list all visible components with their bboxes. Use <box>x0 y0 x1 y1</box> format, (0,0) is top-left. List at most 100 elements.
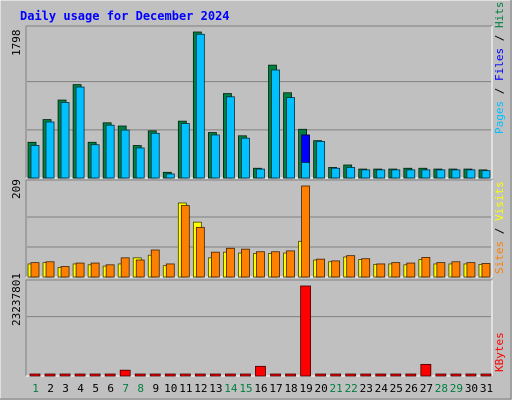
bar-sites-day-10 <box>165 263 175 278</box>
bar-sites-day-29 <box>451 261 461 278</box>
bar-sites-day-7 <box>120 257 130 278</box>
bar-pages-day-23 <box>361 169 371 179</box>
legend-files: Files <box>493 48 506 81</box>
bar-kbytes-day-11 <box>179 373 191 377</box>
bar-kbytes-day-22 <box>345 373 357 377</box>
x-tick-label-day-1: 1 <box>32 382 39 395</box>
x-tick-label-day-8: 8 <box>137 382 144 395</box>
bar-sites-day-18 <box>286 250 295 278</box>
x-tick-label-day-24: 24 <box>375 382 389 395</box>
x-tick-label-day-22: 22 <box>345 382 358 395</box>
x-tick-label-day-21: 21 <box>330 382 343 395</box>
bar-sites-day-3 <box>60 266 70 278</box>
middle-panel-legend: Sites / Visits <box>493 181 506 274</box>
x-tick-label-day-13: 13 <box>209 382 222 395</box>
bar-kbytes-day-26 <box>405 373 417 377</box>
bar-sites-day-8 <box>135 259 145 278</box>
bar-pages-day-24 <box>376 169 386 179</box>
bar-kbytes-day-23 <box>360 373 372 377</box>
bar-kbytes-day-21 <box>330 373 342 377</box>
bar-pages-day-4 <box>75 86 85 179</box>
bar-kbytes-day-14 <box>225 373 236 377</box>
legend-sites: Sites <box>493 241 506 274</box>
bar-pages-day-9 <box>150 132 160 179</box>
bar-sites-day-2 <box>45 261 55 278</box>
x-tick-label-day-25: 25 <box>390 382 403 395</box>
bar-kbytes-day-9 <box>149 373 161 377</box>
bar-sites-day-13 <box>210 251 220 278</box>
bar-sites-day-9 <box>150 249 160 278</box>
bar-pages-day-10 <box>165 173 175 179</box>
middle-panel-ymax-label: 209 <box>10 179 23 199</box>
bar-kbytes-day-25 <box>390 373 402 377</box>
bar-sites-day-1 <box>30 262 40 278</box>
x-tick-label-day-7: 7 <box>122 382 129 395</box>
bar-pages-day-14 <box>226 96 235 179</box>
bar-pages-day-20 <box>316 141 326 179</box>
legend-pages: Pages <box>493 101 506 134</box>
bottom-panel-legend: KBytes <box>493 332 506 372</box>
x-tick-label-day-15: 15 <box>239 382 252 395</box>
top-panel-legend: Pages / Files / Hits <box>493 2 506 135</box>
bar-kbytes-day-15 <box>240 373 251 377</box>
bar-kbytes-day-7 <box>119 369 131 377</box>
chart-title: Daily usage for December 2024 <box>20 9 230 23</box>
x-tick-label-day-28: 28 <box>435 382 448 395</box>
bar-sites-day-14 <box>226 247 235 278</box>
bar-kbytes-day-31 <box>480 373 492 377</box>
bar-pages-day-19 <box>301 162 310 179</box>
bar-pages-day-6 <box>105 124 115 179</box>
x-tick-label-day-2: 2 <box>47 382 54 395</box>
bar-sites-day-5 <box>90 262 100 278</box>
legend-separator: / <box>493 81 506 101</box>
hits-files-pages-panel <box>25 25 493 179</box>
legend-visits: Visits <box>493 181 506 221</box>
x-tick-label-day-19: 19 <box>299 382 312 395</box>
x-tick-label-day-31: 31 <box>480 382 493 395</box>
x-tick-label-day-27: 27 <box>420 382 433 395</box>
bar-pages-day-1 <box>30 145 40 179</box>
bar-sites-day-17 <box>271 251 280 278</box>
bar-pages-day-26 <box>406 169 416 179</box>
x-tick-label-day-10: 10 <box>164 382 177 395</box>
bar-kbytes-day-5 <box>89 373 101 377</box>
visits-sites-panel <box>25 179 493 278</box>
x-tick-label-day-29: 29 <box>450 382 463 395</box>
bar-pages-day-28 <box>436 169 446 179</box>
bar-kbytes-day-1 <box>29 373 41 377</box>
legend-hits: Hits <box>493 2 506 29</box>
bar-kbytes-day-30 <box>465 373 477 377</box>
bar-pages-day-15 <box>241 137 250 179</box>
bar-pages-day-17 <box>271 69 280 179</box>
bar-kbytes-day-2 <box>44 373 56 377</box>
bar-sites-day-21 <box>331 260 341 278</box>
bar-sites-day-20 <box>316 258 326 278</box>
panel-plot-area <box>26 280 492 376</box>
bottom-panel-ymax-label: 23237801 <box>10 273 23 326</box>
bar-kbytes-day-20 <box>315 373 327 377</box>
bar-sites-day-25 <box>391 262 401 278</box>
bar-pages-day-13 <box>210 134 220 179</box>
x-tick-label-day-12: 12 <box>194 382 207 395</box>
legend-separator: / <box>493 221 506 241</box>
x-tick-label-day-3: 3 <box>62 382 69 395</box>
kbytes-panel <box>25 279 493 377</box>
bar-kbytes-day-16 <box>255 365 266 377</box>
bar-pages-day-31 <box>481 170 491 179</box>
bar-kbytes-day-27 <box>420 363 432 377</box>
bar-sites-day-28 <box>436 262 446 278</box>
bar-pages-day-16 <box>256 168 265 179</box>
bar-sites-day-22 <box>346 255 356 278</box>
bar-kbytes-day-12 <box>194 373 206 377</box>
bar-sites-day-30 <box>466 262 476 278</box>
bar-kbytes-day-13 <box>209 373 221 377</box>
x-tick-label-day-30: 30 <box>465 382 478 395</box>
bar-pages-day-2 <box>45 121 55 179</box>
bar-pages-day-8 <box>135 147 145 179</box>
bar-kbytes-day-8 <box>134 373 146 377</box>
bar-sites-day-27 <box>421 257 431 278</box>
bar-sites-day-11 <box>180 205 190 278</box>
bar-sites-day-19 <box>301 185 310 278</box>
